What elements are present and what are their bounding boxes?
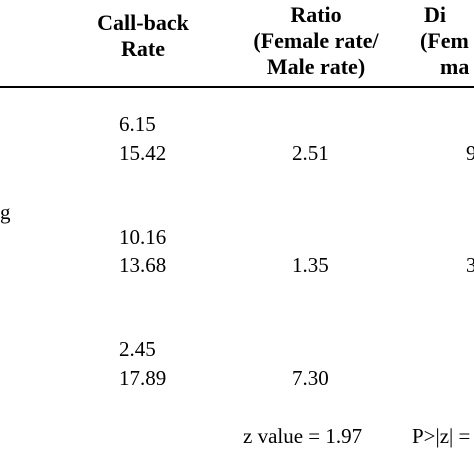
group-1-ratio: 2.51 bbox=[292, 141, 329, 165]
header-ratio-line-1: Ratio bbox=[290, 2, 342, 27]
row-label-fragment: g bbox=[0, 200, 11, 224]
header-diff-line-3: ma bbox=[440, 54, 470, 79]
group-3-rate-female: 2.45 bbox=[119, 337, 156, 361]
p-value-partial: P>|z| = bbox=[412, 424, 471, 448]
group-2-rate-male: 13.68 bbox=[119, 253, 167, 277]
header-ratio-line-2: (Female rate/ bbox=[253, 28, 379, 53]
z-value: z value = 1.97 bbox=[243, 424, 363, 448]
group-2-difference-partial: 3 bbox=[466, 253, 474, 277]
group-3-rate-male: 17.89 bbox=[119, 366, 167, 390]
header-rule bbox=[0, 86, 474, 88]
header-ratio: Ratio (Female rate/ Male rate) bbox=[236, 2, 396, 80]
group-2-rate-female: 10.16 bbox=[119, 225, 167, 249]
group-2-ratio: 1.35 bbox=[292, 253, 329, 277]
group-1-rate-male: 15.42 bbox=[119, 141, 167, 165]
group-3-ratio: 7.30 bbox=[292, 366, 329, 390]
group-1-difference-partial: 9 bbox=[466, 141, 474, 165]
group-1-rate-female: 6.15 bbox=[119, 112, 156, 136]
header-callback-line-1: Call-back bbox=[97, 10, 189, 35]
header-diff-line-2: (Fem bbox=[420, 28, 469, 53]
header-difference-partial: Di (Fem ma bbox=[420, 2, 469, 80]
header-diff-line-1: Di bbox=[424, 2, 446, 27]
header-callback-rate: Call-back Rate bbox=[88, 10, 198, 62]
header-callback-line-2: Rate bbox=[121, 36, 165, 61]
header-ratio-line-3: Male rate) bbox=[266, 54, 366, 79]
